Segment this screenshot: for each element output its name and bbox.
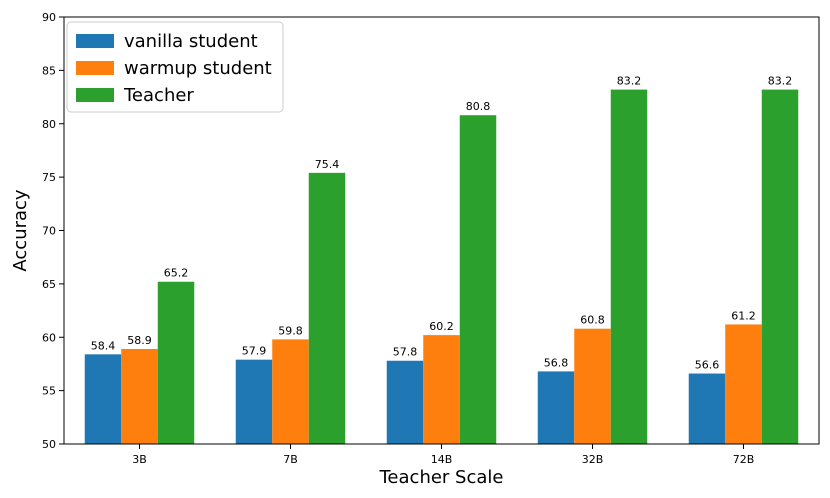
legend-swatch <box>76 34 114 48</box>
bars-group <box>84 89 799 445</box>
legend-swatch <box>76 88 114 102</box>
bar-warmup-student-14b <box>423 335 460 444</box>
y-tick-label: 70 <box>42 225 56 238</box>
y-tick-label: 90 <box>42 11 56 24</box>
bar-vanilla-student-7b <box>235 359 273 444</box>
data-label: 80.8 <box>466 100 491 113</box>
data-label: 65.2 <box>164 267 189 280</box>
x-tick-label: 7B <box>283 453 298 466</box>
bar-teacher-14b <box>459 115 497 445</box>
y-tick-label: 85 <box>42 64 56 77</box>
legend: vanilla student warmup student Teacher <box>66 21 284 113</box>
bar-teacher-3b <box>157 281 195 444</box>
bar-warmup-student-3b <box>121 348 158 444</box>
x-tick-label: 14B <box>431 453 453 466</box>
data-label: 59.8 <box>278 324 303 337</box>
y-tick-label: 55 <box>42 385 56 398</box>
data-label: 83.2 <box>617 75 642 88</box>
bar-vanilla-student-32b <box>537 371 575 444</box>
bar-vanilla-student-14b <box>386 360 424 444</box>
data-label: 75.4 <box>315 158 340 171</box>
x-tick-label: 72B <box>733 453 755 466</box>
data-labels-group: 58.4 57.9 57.8 56.8 56.6 58.9 59.8 60.2 60.8 61.2… <box>91 75 793 372</box>
x-tick-label: 3B <box>132 453 147 466</box>
x-axis: 3B 7B 14B 32B 72B <box>132 444 754 466</box>
bar-teacher-72b <box>761 89 799 444</box>
bar-warmup-student-7b <box>272 339 309 444</box>
bar-teacher-32b <box>610 89 648 444</box>
y-tick-label: 60 <box>42 331 56 344</box>
data-label: 56.6 <box>695 359 720 372</box>
y-tick-label: 50 <box>42 438 56 451</box>
x-axis-label: Teacher Scale <box>379 467 504 488</box>
data-label: 58.9 <box>127 334 152 347</box>
legend-frame <box>66 21 284 113</box>
legend-swatch <box>76 61 114 75</box>
bar-warmup-student-32b <box>574 328 611 444</box>
bar-vanilla-student-72b <box>688 373 726 444</box>
bar-vanilla-student-3b <box>84 354 122 444</box>
data-label: 60.2 <box>429 320 454 333</box>
data-label: 57.8 <box>393 346 418 359</box>
legend-label: Teacher <box>123 85 194 106</box>
y-tick-label: 75 <box>42 171 56 184</box>
y-tick-label: 65 <box>42 278 56 291</box>
legend-label: warmup student <box>124 58 272 79</box>
data-label: 58.4 <box>91 339 116 352</box>
y-axis: 50 55 60 65 70 75 80 85 90 <box>42 11 64 451</box>
plot-frame <box>63 16 820 445</box>
legend-label: vanilla student <box>124 31 258 52</box>
data-label: 56.8 <box>544 356 569 369</box>
bar-teacher-7b <box>308 172 346 444</box>
x-tick-label: 32B <box>582 453 604 466</box>
data-label: 83.2 <box>768 75 793 88</box>
y-tick-label: 80 <box>42 118 56 131</box>
data-label: 60.8 <box>580 314 605 327</box>
bar-warmup-student-72b <box>725 324 762 444</box>
data-label: 61.2 <box>731 309 756 322</box>
y-axis-label: Accuracy <box>10 189 31 272</box>
data-label: 57.9 <box>242 345 267 358</box>
